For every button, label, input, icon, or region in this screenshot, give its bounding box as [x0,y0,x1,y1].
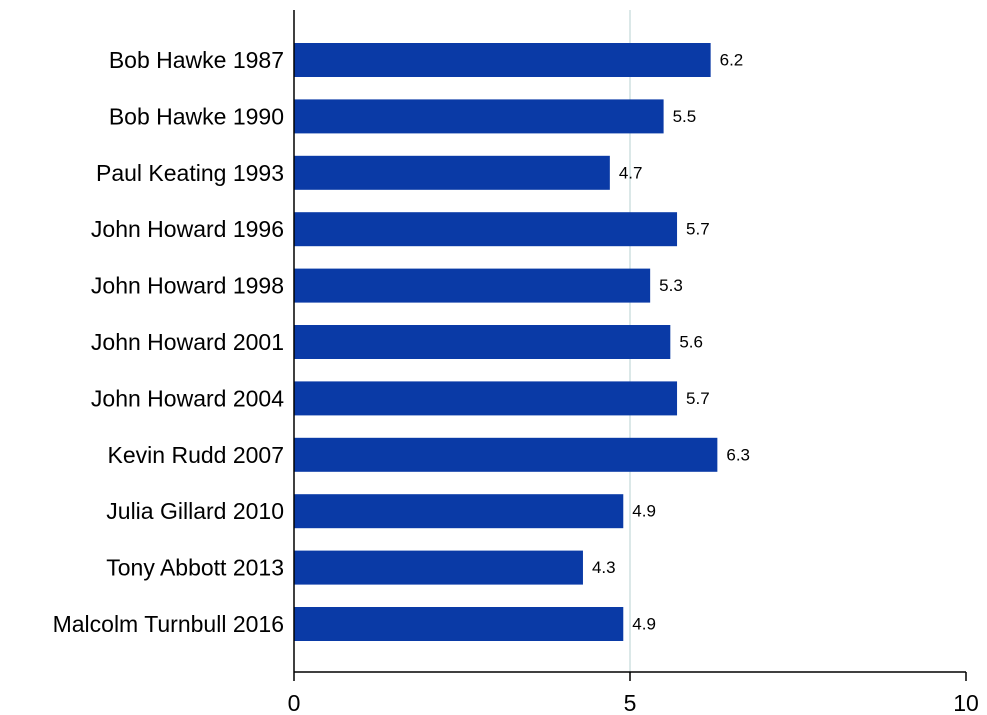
category-label: Julia Gillard 2010 [106,498,284,524]
category-label: Tony Abbott 2013 [106,555,284,581]
data-label: 5.7 [686,220,710,239]
x-tick-label: 5 [624,690,637,715]
data-label: 5.3 [659,276,683,295]
data-label: 4.9 [632,502,656,521]
data-label: 5.6 [679,333,703,352]
x-tick-label: 10 [953,690,979,715]
data-label: 6.3 [726,445,750,464]
value-labels: 6.2 5.5 4.7 5.7 5.3 5.6 5.7 6.3 4.9 4.3 4.9 [592,51,750,634]
data-label: 5.5 [673,107,697,126]
data-label: 5.7 [686,389,710,408]
bar [294,212,678,247]
bar [294,381,678,416]
category-label: Bob Hawke 1987 [109,47,284,73]
bar [294,99,664,134]
category-label: Malcolm Turnbull 2016 [53,611,284,637]
bar [294,268,651,303]
data-label: 4.9 [632,615,656,634]
category-labels: Bob Hawke 1987 Bob Hawke 1990 Paul Keating… [53,47,285,637]
bar [294,494,624,529]
bars-group [294,43,718,641]
x-axis-ticks: 0 5 10 [288,672,979,715]
category-label: Paul Keating 1993 [96,160,284,186]
data-label: 6.2 [720,51,744,70]
bar [294,437,718,472]
data-label: 4.3 [592,558,616,577]
x-tick-label: 0 [288,690,301,715]
bar [294,155,610,190]
category-label: Kevin Rudd 2007 [108,442,284,468]
category-label: John Howard 1996 [91,216,284,242]
bar [294,325,671,359]
category-label: John Howard 2004 [91,385,284,411]
bar [294,550,583,585]
data-label: 4.7 [619,163,643,182]
category-label: John Howard 2001 [91,329,284,355]
bar [294,607,624,641]
category-label: Bob Hawke 1990 [109,103,284,129]
bar [294,43,711,77]
category-label: John Howard 1998 [91,273,284,299]
